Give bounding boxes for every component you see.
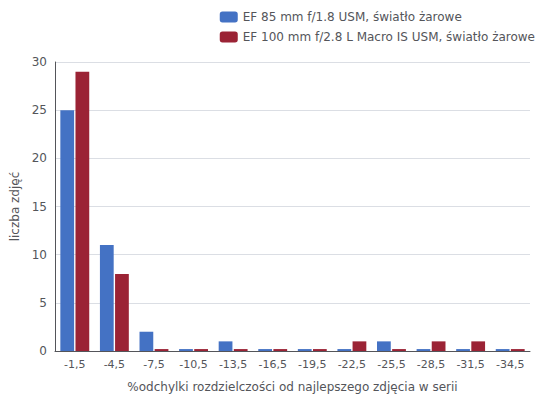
- svg-text:EF 85 mm f/1.8 USM, światło ża: EF 85 mm f/1.8 USM, światło żarowe: [243, 10, 462, 24]
- svg-text:0: 0: [39, 344, 47, 358]
- svg-text:30: 30: [32, 55, 47, 69]
- svg-text:-4,5: -4,5: [104, 358, 125, 371]
- svg-text:-19,5: -19,5: [298, 358, 326, 371]
- svg-text:%odchylki rozdzielczości od na: %odchylki rozdzielczości od najlepszego …: [127, 380, 457, 394]
- svg-text:liczba zdjęć: liczba zdjęć: [8, 172, 22, 242]
- svg-text:-31,5: -31,5: [456, 358, 484, 371]
- svg-text:-22,5: -22,5: [338, 358, 366, 371]
- svg-text:-1,5: -1,5: [64, 358, 85, 371]
- svg-text:20: 20: [32, 151, 47, 165]
- svg-text:-25,5: -25,5: [377, 358, 405, 371]
- svg-text:-28,5: -28,5: [417, 358, 445, 371]
- svg-text:15: 15: [32, 200, 47, 214]
- svg-text:-34,5: -34,5: [496, 358, 524, 371]
- svg-text:EF 100 mm f/2.8 L Macro IS USM: EF 100 mm f/2.8 L Macro IS USM, światło …: [243, 30, 535, 44]
- svg-text:25: 25: [32, 103, 47, 117]
- svg-text:-16,5: -16,5: [258, 358, 286, 371]
- svg-text:10: 10: [32, 248, 47, 262]
- svg-text:-13,5: -13,5: [219, 358, 247, 371]
- svg-text:5: 5: [39, 296, 47, 310]
- svg-text:-7,5: -7,5: [143, 358, 164, 371]
- svg-text:-10,5: -10,5: [179, 358, 207, 371]
